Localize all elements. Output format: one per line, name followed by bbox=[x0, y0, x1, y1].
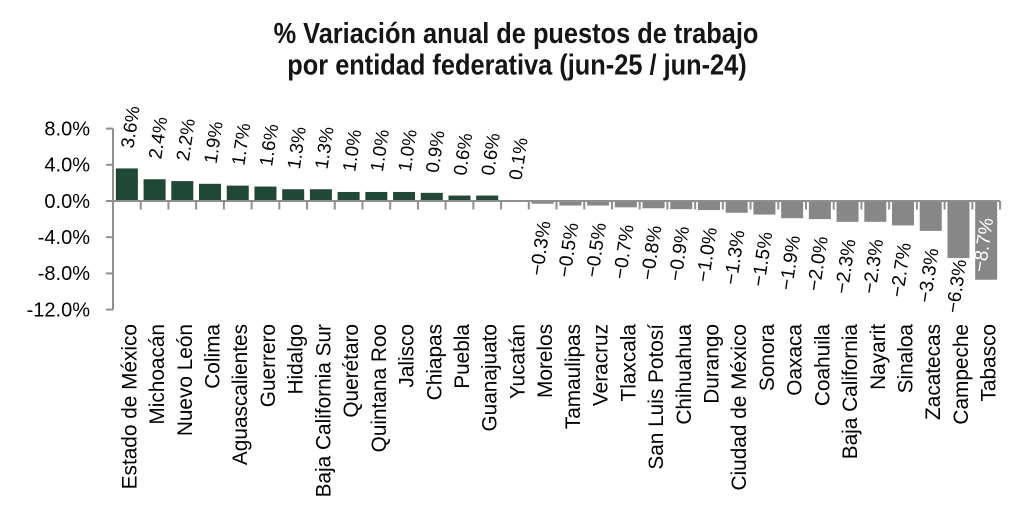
svg-text:Hidalgo: Hidalgo bbox=[285, 324, 308, 395]
svg-text:Chihuahua: Chihuahua bbox=[673, 324, 696, 425]
svg-text:Querétaro: Querétaro bbox=[340, 324, 363, 418]
svg-text:8.0%: 8.0% bbox=[44, 118, 90, 140]
svg-text:Durango: Durango bbox=[701, 324, 724, 404]
svg-text:Veracruz: Veracruz bbox=[590, 324, 613, 406]
svg-text:Baja California: Baja California bbox=[839, 324, 862, 460]
svg-text:Nayarit: Nayarit bbox=[867, 324, 890, 390]
svg-text:Chiapas: Chiapas bbox=[423, 324, 446, 400]
svg-text:Coahuila: Coahuila bbox=[811, 324, 834, 407]
svg-text:-12.0%: -12.0% bbox=[27, 299, 91, 321]
svg-text:Tamaulipas: Tamaulipas bbox=[562, 324, 585, 429]
svg-text:San Luis Potosí: San Luis Potosí bbox=[645, 324, 668, 470]
svg-text:Yucatán: Yucatán bbox=[506, 324, 529, 399]
svg-text:Oaxaca: Oaxaca bbox=[784, 324, 807, 396]
svg-text:Quintana Roo: Quintana Roo bbox=[368, 324, 391, 452]
svg-text:Estado de México: Estado de México bbox=[118, 324, 141, 489]
svg-text:-8.0%: -8.0% bbox=[38, 263, 90, 285]
svg-text:Tabasco: Tabasco bbox=[978, 324, 1001, 401]
svg-text:Campeche: Campeche bbox=[950, 324, 973, 425]
svg-text:Puebla: Puebla bbox=[451, 324, 474, 389]
svg-text:Zacatecas: Zacatecas bbox=[922, 324, 945, 420]
svg-text:Guanajuato: Guanajuato bbox=[479, 324, 502, 432]
svg-text:Sinaloa: Sinaloa bbox=[895, 324, 918, 394]
svg-text:Guerrero: Guerrero bbox=[257, 324, 280, 407]
svg-text:Sonora: Sonora bbox=[756, 324, 779, 391]
svg-text:por entidad federativa (jun-25: por entidad federativa (jun-25 / jun-24) bbox=[287, 48, 746, 81]
svg-text:Ciudad de México: Ciudad de México bbox=[728, 324, 751, 490]
svg-text:Michoacán: Michoacán bbox=[146, 324, 169, 425]
svg-text:-4.0%: -4.0% bbox=[38, 227, 90, 249]
svg-text:Nuevo León: Nuevo León bbox=[174, 324, 197, 436]
svg-text:Baja California Sur: Baja California Sur bbox=[312, 324, 335, 497]
svg-text:0.0%: 0.0% bbox=[44, 191, 90, 213]
svg-text:4.0%: 4.0% bbox=[44, 155, 90, 177]
svg-text:Aguascalientes: Aguascalientes bbox=[229, 324, 252, 465]
svg-text:Colima: Colima bbox=[202, 324, 225, 389]
svg-text:Morelos: Morelos bbox=[534, 324, 557, 398]
svg-text:Jalisco: Jalisco bbox=[396, 324, 419, 388]
svg-text:Tlaxcala: Tlaxcala bbox=[617, 324, 640, 402]
svg-text:% Variación anual de puestos d: % Variación anual de puestos de trabajo bbox=[274, 16, 759, 49]
